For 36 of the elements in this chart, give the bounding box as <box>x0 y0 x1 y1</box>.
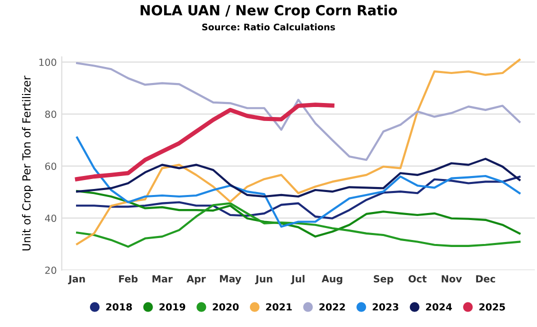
legend-label: 2021 <box>266 303 292 311</box>
legend-label: 2023 <box>372 303 398 311</box>
y-tick-label: 60 <box>45 162 56 170</box>
x-tick-label: Oct <box>408 275 427 282</box>
line-series <box>76 202 521 248</box>
line-series <box>76 58 521 246</box>
legend-label: 2022 <box>319 303 345 311</box>
x-tick-label: Jun <box>254 275 272 284</box>
x-tick-label: Apr <box>186 275 206 284</box>
x-tick-label: Dec <box>476 275 496 282</box>
legend-label: 2025 <box>479 303 505 311</box>
chart-title: NOLA UAN / New Crop Corn Ratio <box>140 4 398 18</box>
x-tick-label: Aug <box>322 275 342 284</box>
y-tick-label: 80 <box>45 110 56 118</box>
line-series <box>74 102 334 182</box>
y-axis-title: Unit of Crop Per Ton of Fertilizer <box>22 76 33 250</box>
legend-label: 2018 <box>106 303 132 311</box>
x-tick-label: Mar <box>152 275 173 282</box>
chart-subtitle: Source: Ratio Calculations <box>202 23 335 30</box>
legend-label: 2019 <box>160 303 186 311</box>
y-tick-label: 40 <box>45 214 56 222</box>
x-tick-label: Sep <box>374 275 394 284</box>
x-tick-label: Feb <box>119 274 138 282</box>
line-series <box>76 190 521 238</box>
x-tick-label: Jan <box>68 275 85 284</box>
y-tick-label: 20 <box>45 266 56 274</box>
line-series <box>76 158 521 198</box>
line-series <box>76 176 521 220</box>
line-series <box>76 62 521 161</box>
legend-label: 2020 <box>212 303 239 311</box>
y-tick-label: 100 <box>39 58 56 66</box>
line-series <box>76 136 521 228</box>
x-tick-label: Jul <box>290 274 304 284</box>
x-tick-label: May <box>220 275 242 284</box>
x-tick-label: Nov <box>442 275 462 282</box>
legend-label: 2024 <box>426 303 452 311</box>
